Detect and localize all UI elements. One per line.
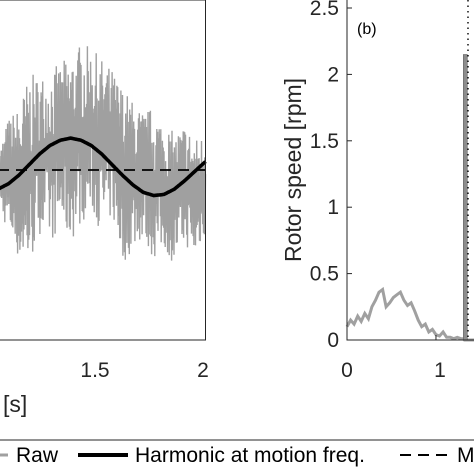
spectrum-line — [345, 286, 474, 342]
panel-a-plot-area — [0, 46, 207, 261]
panel-b-ytick-label: 1.5 — [310, 130, 339, 153]
panel-a: 1.5 2 [s] — [0, 0, 209, 417]
panel-b-ytick-label: 0.5 — [310, 263, 339, 286]
legend-label-mean: M — [457, 444, 474, 467]
panel-b-xtick: 0 — [341, 359, 353, 382]
panel-b-plot-area — [345, 0, 474, 342]
panel-a-xtick: 2 — [197, 359, 209, 382]
panel-b-ytick-label: 2.5 — [310, 0, 339, 20]
panel-b-ylabel: Rotor speed [rpm] — [280, 78, 306, 262]
harmonic-line — [0, 136, 207, 198]
spectrum-peak — [463, 54, 468, 341]
legend-label-raw: Raw — [16, 444, 59, 467]
panel-b-axes — [346, 0, 474, 341]
panel-b: (b) 0 0.5 1 1.5 2 2.5 Rotor speed [rpm] 0 1 — [280, 0, 474, 382]
panel-a-xtick: 1.5 — [80, 359, 109, 382]
panel-b-xtick: 1 — [434, 359, 446, 382]
raw-signal-line — [0, 46, 207, 261]
panel-b-ytick-label: 1 — [327, 196, 339, 219]
panel-b-label: (b) — [357, 21, 377, 38]
legend-label-harmonic: Harmonic at motion freq. — [135, 444, 365, 467]
panel-a-axes-box — [0, 0, 206, 341]
legend: Raw Harmonic at motion freq. M — [0, 439, 474, 467]
panel-a-xlabel-fragment: [s] — [3, 391, 27, 417]
panel-b-y-ticks: 0 0.5 1 1.5 2 2.5 — [310, 0, 437, 352]
panel-b-ytick-label: 0 — [327, 329, 339, 352]
panel-b-ytick-label: 2 — [327, 63, 339, 86]
